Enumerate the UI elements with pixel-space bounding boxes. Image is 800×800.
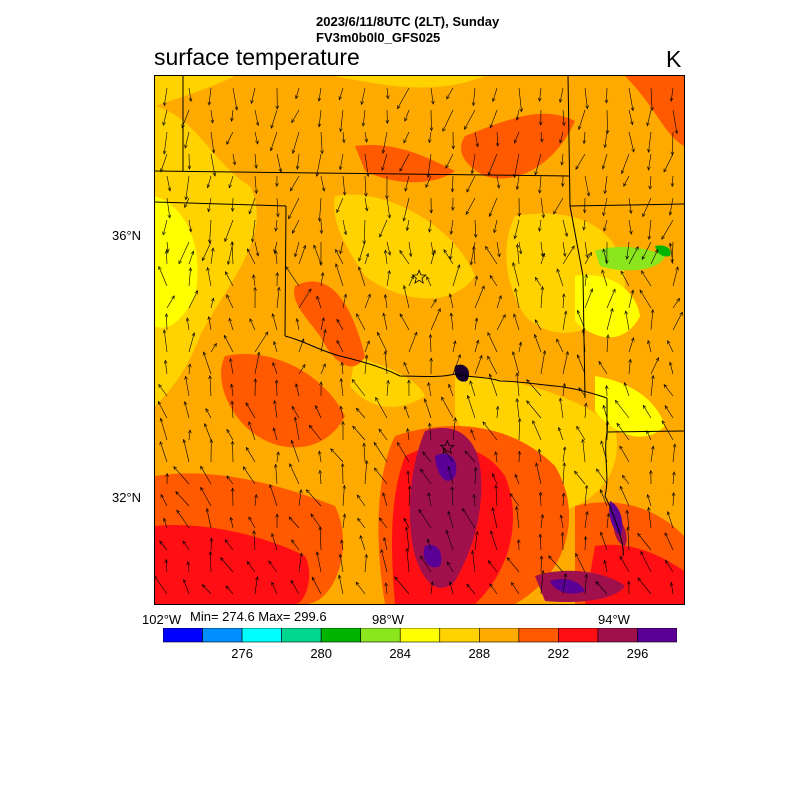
header-model: FV3m0b0l0_GFS025 <box>316 30 441 45</box>
colorbar-box <box>320 628 361 643</box>
colorbar-box <box>637 628 677 643</box>
wind-vectors <box>155 87 683 595</box>
colorbar-tick-label: 296 <box>626 646 649 661</box>
map-title: surface temperature <box>154 44 360 70</box>
temperature-map <box>154 75 685 605</box>
header-datetime: 2023/6/11/8UTC (2LT), Sunday <box>316 14 500 29</box>
colorbar-box <box>479 628 520 643</box>
colorbar-tick-label: 292 <box>547 646 570 661</box>
units-label: K <box>666 46 682 72</box>
min-max-stats: Min= 274.6 Max= 299.6 <box>190 609 327 624</box>
star-marker-icon <box>439 439 455 455</box>
temperature-field <box>155 76 684 604</box>
colorbar-tick-label: 284 <box>389 646 412 661</box>
colorbar-box <box>360 628 401 643</box>
colorbar-box <box>439 628 480 643</box>
colorbar-tick-label: 288 <box>468 646 491 661</box>
colorbar-box <box>597 628 638 643</box>
location-markers <box>411 269 455 455</box>
colorbar-box <box>399 628 441 643</box>
colorbar-box <box>163 628 203 643</box>
colorbar-box <box>281 628 322 643</box>
state-borders <box>155 76 684 557</box>
star-marker-icon <box>411 269 427 284</box>
lon-label-102: 102°W <box>142 612 182 627</box>
colorbar-box <box>558 628 599 643</box>
lon-label-98: 98°W <box>372 612 404 627</box>
colorbar-tick-label: 280 <box>310 646 333 661</box>
colorbar-box <box>241 628 282 643</box>
lat-label-32: 32°N <box>112 490 142 505</box>
lat-label-36: 36°N <box>112 228 142 243</box>
colorbar-box <box>202 628 243 643</box>
colorbar <box>163 628 677 643</box>
colorbar-box <box>518 628 559 643</box>
lon-label-94: 94°W <box>598 612 630 627</box>
colorbar-tick-label: 276 <box>231 646 253 661</box>
